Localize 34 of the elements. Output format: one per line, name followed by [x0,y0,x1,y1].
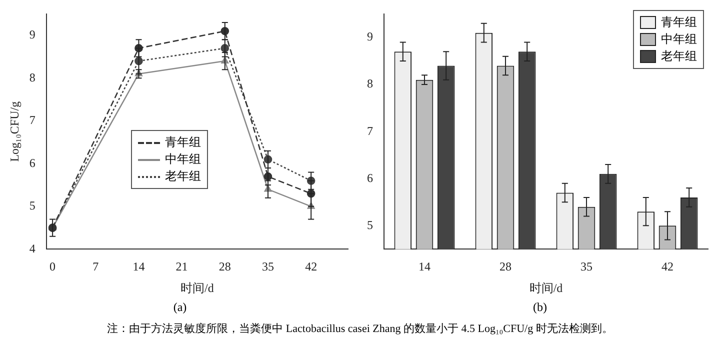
x-tick-label: 42 [662,260,674,274]
y-tick-label: 5 [29,198,36,213]
x-tick-label: 21 [176,260,188,274]
y-tick-label: 9 [367,30,373,44]
y-tick-label: 9 [29,28,36,42]
x-axis-title: 时间/d [529,280,563,295]
x-tick-label: 28 [500,260,512,274]
x-tick-label: 28 [218,260,231,274]
legend-label: 老年组 [661,48,697,65]
y-tick-label: 6 [29,156,36,170]
x-tick-label: 14 [418,260,430,274]
x-tick-label: 42 [305,260,318,274]
x-tick-label: 7 [92,260,99,274]
text: 注：由于方法灵敏度所限，当粪便中 Lactobacillus casei Zhang 的数量小于 4.5 Log₁₀CFU/g 时无法检测到。 [106,322,614,336]
y-axis-title: Log₁₀CFU/g [7,101,22,162]
x-tick-label: 35 [262,260,274,274]
legend-label: 老年组 [164,168,201,186]
x-tick-label: 35 [580,260,592,274]
x-tick-label: 14 [132,260,145,274]
y-tick-label: 7 [367,124,373,138]
legend-label: 中年组 [661,31,697,48]
x-tick-label: 0 [50,260,56,274]
y-tick-label: 8 [367,76,373,91]
y-tick-label: 6 [367,170,373,185]
y-tick-label: 5 [367,218,373,232]
legend-label: 青年组 [661,14,697,31]
x-axis-title: 时间/d [180,280,214,295]
y-tick-label: 8 [29,70,36,84]
legend-label: 中年组 [164,151,201,168]
text: (a) [172,300,188,314]
legend-label: 青年组 [164,134,201,152]
y-tick-label: 7 [29,113,36,128]
y-tick-label: 4 [29,241,36,256]
text: (b) [532,300,548,314]
